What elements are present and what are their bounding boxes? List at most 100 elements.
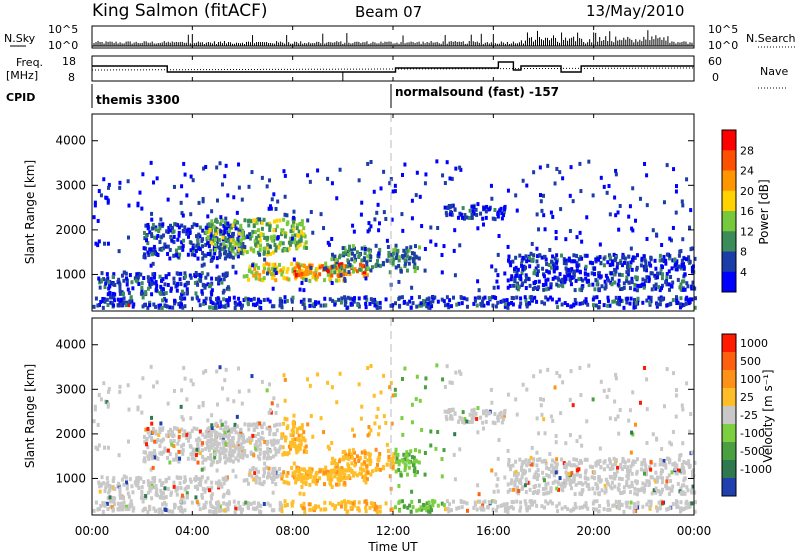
power-cell (641, 282, 644, 286)
colorbar-swatch (722, 460, 736, 479)
power-cell (272, 304, 275, 308)
velocity-cell (634, 479, 637, 483)
velocity-cell (691, 450, 694, 454)
velocity-cell (259, 504, 262, 508)
velocity-cell (269, 449, 272, 453)
power-cell (560, 254, 563, 258)
power-cell (347, 296, 350, 300)
power-cell (234, 253, 237, 257)
power-cell (443, 299, 446, 303)
velocity-cell (551, 501, 554, 505)
power-cell (316, 267, 319, 271)
power-cell (635, 301, 638, 305)
power-cell (365, 260, 368, 264)
velocity-cell (563, 479, 566, 483)
colorbar-swatch (722, 191, 736, 212)
power-cell (615, 172, 618, 176)
velocity-cell (490, 401, 493, 405)
velocity-cell (199, 507, 202, 511)
power-cell (178, 225, 181, 229)
velocity-cell (143, 450, 146, 454)
velocity-cell (158, 430, 161, 434)
power-cell (584, 271, 587, 275)
power-cell (138, 191, 141, 195)
power-cell (661, 258, 664, 262)
power-cell (681, 237, 684, 241)
velocity-cell (524, 470, 527, 474)
velocity-cell (323, 471, 326, 475)
power-cell (369, 224, 372, 228)
power-cell (343, 269, 346, 273)
velocity-cell (618, 500, 621, 504)
velocity-cell (308, 483, 311, 487)
velocity-cell (309, 384, 312, 388)
velocity-cell (276, 404, 279, 408)
velocity-cell (559, 476, 562, 480)
power-cell (204, 286, 207, 290)
power-cell (570, 282, 573, 286)
velocity-cell (306, 377, 309, 381)
velocity-cell (128, 495, 131, 499)
power-cell (604, 283, 607, 287)
power-cell (97, 219, 100, 223)
velocity-cell (424, 451, 427, 455)
power-cell (268, 228, 271, 232)
power-cell (564, 237, 567, 241)
power-cell (214, 219, 217, 223)
power-cell (179, 296, 182, 300)
velocity-cell (208, 456, 211, 460)
velocity-cell (554, 385, 557, 389)
velocity-cell (201, 448, 204, 452)
velocity-cell (259, 448, 262, 452)
velocity-cell (600, 488, 603, 492)
power-cell (351, 252, 354, 256)
velocity-cell (636, 488, 639, 492)
power-cell (554, 257, 557, 261)
power-cell (565, 262, 568, 266)
power-cell (647, 279, 650, 283)
power-cell (277, 235, 280, 239)
colorbar-tick-label: -1000 (740, 463, 772, 476)
velocity-cell (501, 420, 504, 424)
velocity-cell (663, 404, 666, 408)
power-cell (303, 306, 306, 310)
power-cell (386, 258, 389, 262)
power-cell (276, 224, 279, 228)
velocity-cell (554, 480, 557, 484)
velocity-cell (608, 388, 611, 392)
power-cell (339, 168, 342, 172)
power-cell (240, 251, 243, 255)
velocity-cell (688, 430, 691, 434)
y-tick-label: 3000 (55, 178, 86, 192)
power-cell (682, 288, 685, 292)
power-cell (279, 219, 282, 223)
velocity-cell (239, 428, 242, 432)
velocity-cell (597, 509, 600, 513)
power-cell (109, 295, 112, 299)
power-cell (490, 184, 493, 188)
power-cell (543, 255, 546, 259)
velocity-cell (412, 505, 415, 509)
power-cell (621, 287, 624, 291)
velocity-cell (603, 467, 606, 471)
power-cell (386, 239, 389, 243)
velocity-cell (319, 469, 322, 473)
velocity-cell (500, 415, 503, 419)
velocity-cell (300, 476, 303, 480)
velocity-cell (648, 505, 651, 509)
velocity-cell (592, 501, 595, 505)
power-cell (95, 297, 98, 301)
velocity-cell (380, 390, 383, 394)
power-cell (282, 169, 285, 173)
power-cell (330, 273, 333, 277)
velocity-cell (119, 493, 122, 497)
velocity-cell (266, 502, 269, 506)
velocity-cell (636, 470, 639, 474)
freq-label: Freq. (16, 56, 43, 69)
power-cell (478, 296, 481, 300)
power-cell (129, 273, 132, 277)
power-cell (226, 193, 229, 197)
power-cell (550, 266, 553, 270)
power-cell (108, 284, 111, 288)
power-cell (606, 260, 609, 264)
